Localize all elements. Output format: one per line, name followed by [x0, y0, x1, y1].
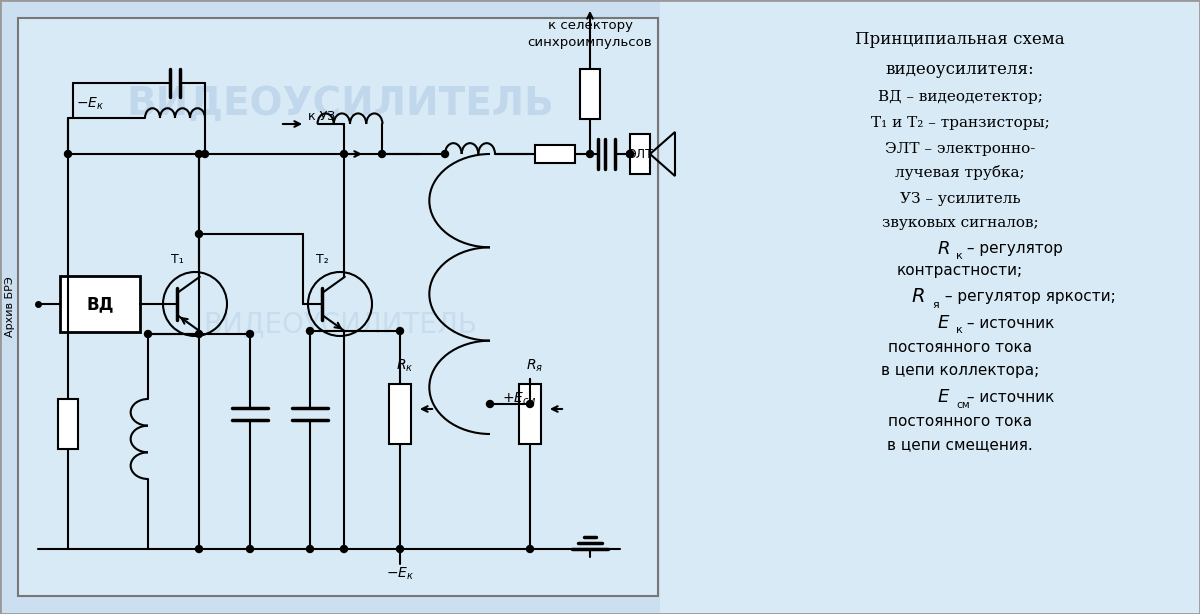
Text: – источник: – источник [962, 389, 1055, 405]
Text: $R$: $R$ [911, 287, 925, 306]
Text: лучевая трубка;: лучевая трубка; [895, 166, 1025, 181]
Bar [18, 18, 658, 596]
Text: к УЗ: к УЗ [308, 109, 335, 123]
Circle shape [196, 230, 203, 238]
Circle shape [396, 545, 403, 553]
Text: постоянного тока: постоянного тока [888, 340, 1032, 354]
Text: УЗ – усилитель: УЗ – усилитель [900, 192, 1020, 206]
Text: Архив БРЭ: Архив БРЭ [5, 277, 16, 337]
Bar [60, 276, 140, 332]
Circle shape [626, 150, 634, 158]
Bar [660, 0, 1200, 614]
Circle shape [196, 150, 203, 158]
Text: $-E_{к}$: $-E_{к}$ [386, 566, 414, 583]
Text: $-E_{к}$: $-E_{к}$ [76, 96, 104, 112]
Text: $R_{к}$: $R_{к}$ [396, 357, 414, 374]
Circle shape [587, 150, 594, 158]
Circle shape [486, 400, 493, 408]
Text: ВИДЕОУСИЛИТЕЛЬ: ВИДЕОУСИЛИТЕЛЬ [126, 85, 554, 123]
Circle shape [196, 545, 203, 553]
Text: ВД – видеодетектор;: ВД – видеодетектор; [877, 90, 1043, 104]
Text: – источник: – источник [962, 316, 1055, 330]
Circle shape [65, 150, 72, 158]
Text: контрастности;: контрастности; [896, 263, 1024, 279]
Text: Т₁: Т₁ [170, 253, 184, 266]
Circle shape [378, 150, 385, 158]
Bar [580, 69, 600, 119]
Circle shape [196, 330, 203, 338]
Text: $R_{я}$: $R_{я}$ [527, 357, 544, 374]
Text: – регулятор: – регулятор [962, 241, 1063, 257]
Circle shape [341, 150, 348, 158]
Text: к: к [956, 251, 962, 261]
Text: $+E_{см}$: $+E_{см}$ [502, 391, 536, 407]
Text: в цепи смещения.: в цепи смещения. [887, 438, 1033, 453]
Text: см: см [956, 400, 970, 410]
Text: $R$: $R$ [937, 240, 950, 258]
Text: ВД: ВД [86, 295, 114, 313]
Text: к: к [956, 325, 962, 335]
Text: ВИДЕОУСИЛИТЕЛЬ: ВИДЕОУСИЛИТЕЛЬ [203, 310, 478, 338]
Text: – регулятор яркости;: – регулятор яркости; [940, 289, 1116, 305]
Circle shape [442, 150, 449, 158]
Text: $E$: $E$ [937, 314, 950, 332]
Text: к селектору
синхроимпульсов: к селектору синхроимпульсов [528, 19, 653, 49]
Circle shape [527, 545, 534, 553]
Text: видеоусилителя:: видеоусилителя: [886, 61, 1034, 77]
Bar [520, 384, 541, 444]
Text: звуковых сигналов;: звуковых сигналов; [882, 216, 1038, 230]
Text: постоянного тока: постоянного тока [888, 413, 1032, 429]
Text: $E$: $E$ [937, 388, 950, 406]
Text: Т₂: Т₂ [316, 253, 329, 266]
Text: ЭЛТ: ЭЛТ [628, 147, 653, 160]
Circle shape [306, 545, 313, 553]
Bar [630, 134, 650, 174]
Circle shape [144, 330, 151, 338]
Circle shape [626, 150, 634, 158]
Circle shape [202, 150, 209, 158]
Circle shape [246, 545, 253, 553]
Text: Принципиальная схема: Принципиальная схема [856, 31, 1064, 47]
Circle shape [527, 400, 534, 408]
Circle shape [306, 327, 313, 335]
Text: я: я [932, 300, 938, 310]
Bar [535, 145, 575, 163]
Bar [389, 384, 410, 444]
Text: ЭЛТ – электронно-: ЭЛТ – электронно- [884, 142, 1036, 156]
Text: Т₁ и Т₂ – транзисторы;: Т₁ и Т₂ – транзисторы; [871, 116, 1049, 130]
Circle shape [396, 327, 403, 335]
Bar [58, 399, 78, 449]
Text: в цепи коллектора;: в цепи коллектора; [881, 363, 1039, 378]
Circle shape [341, 545, 348, 553]
Circle shape [246, 330, 253, 338]
